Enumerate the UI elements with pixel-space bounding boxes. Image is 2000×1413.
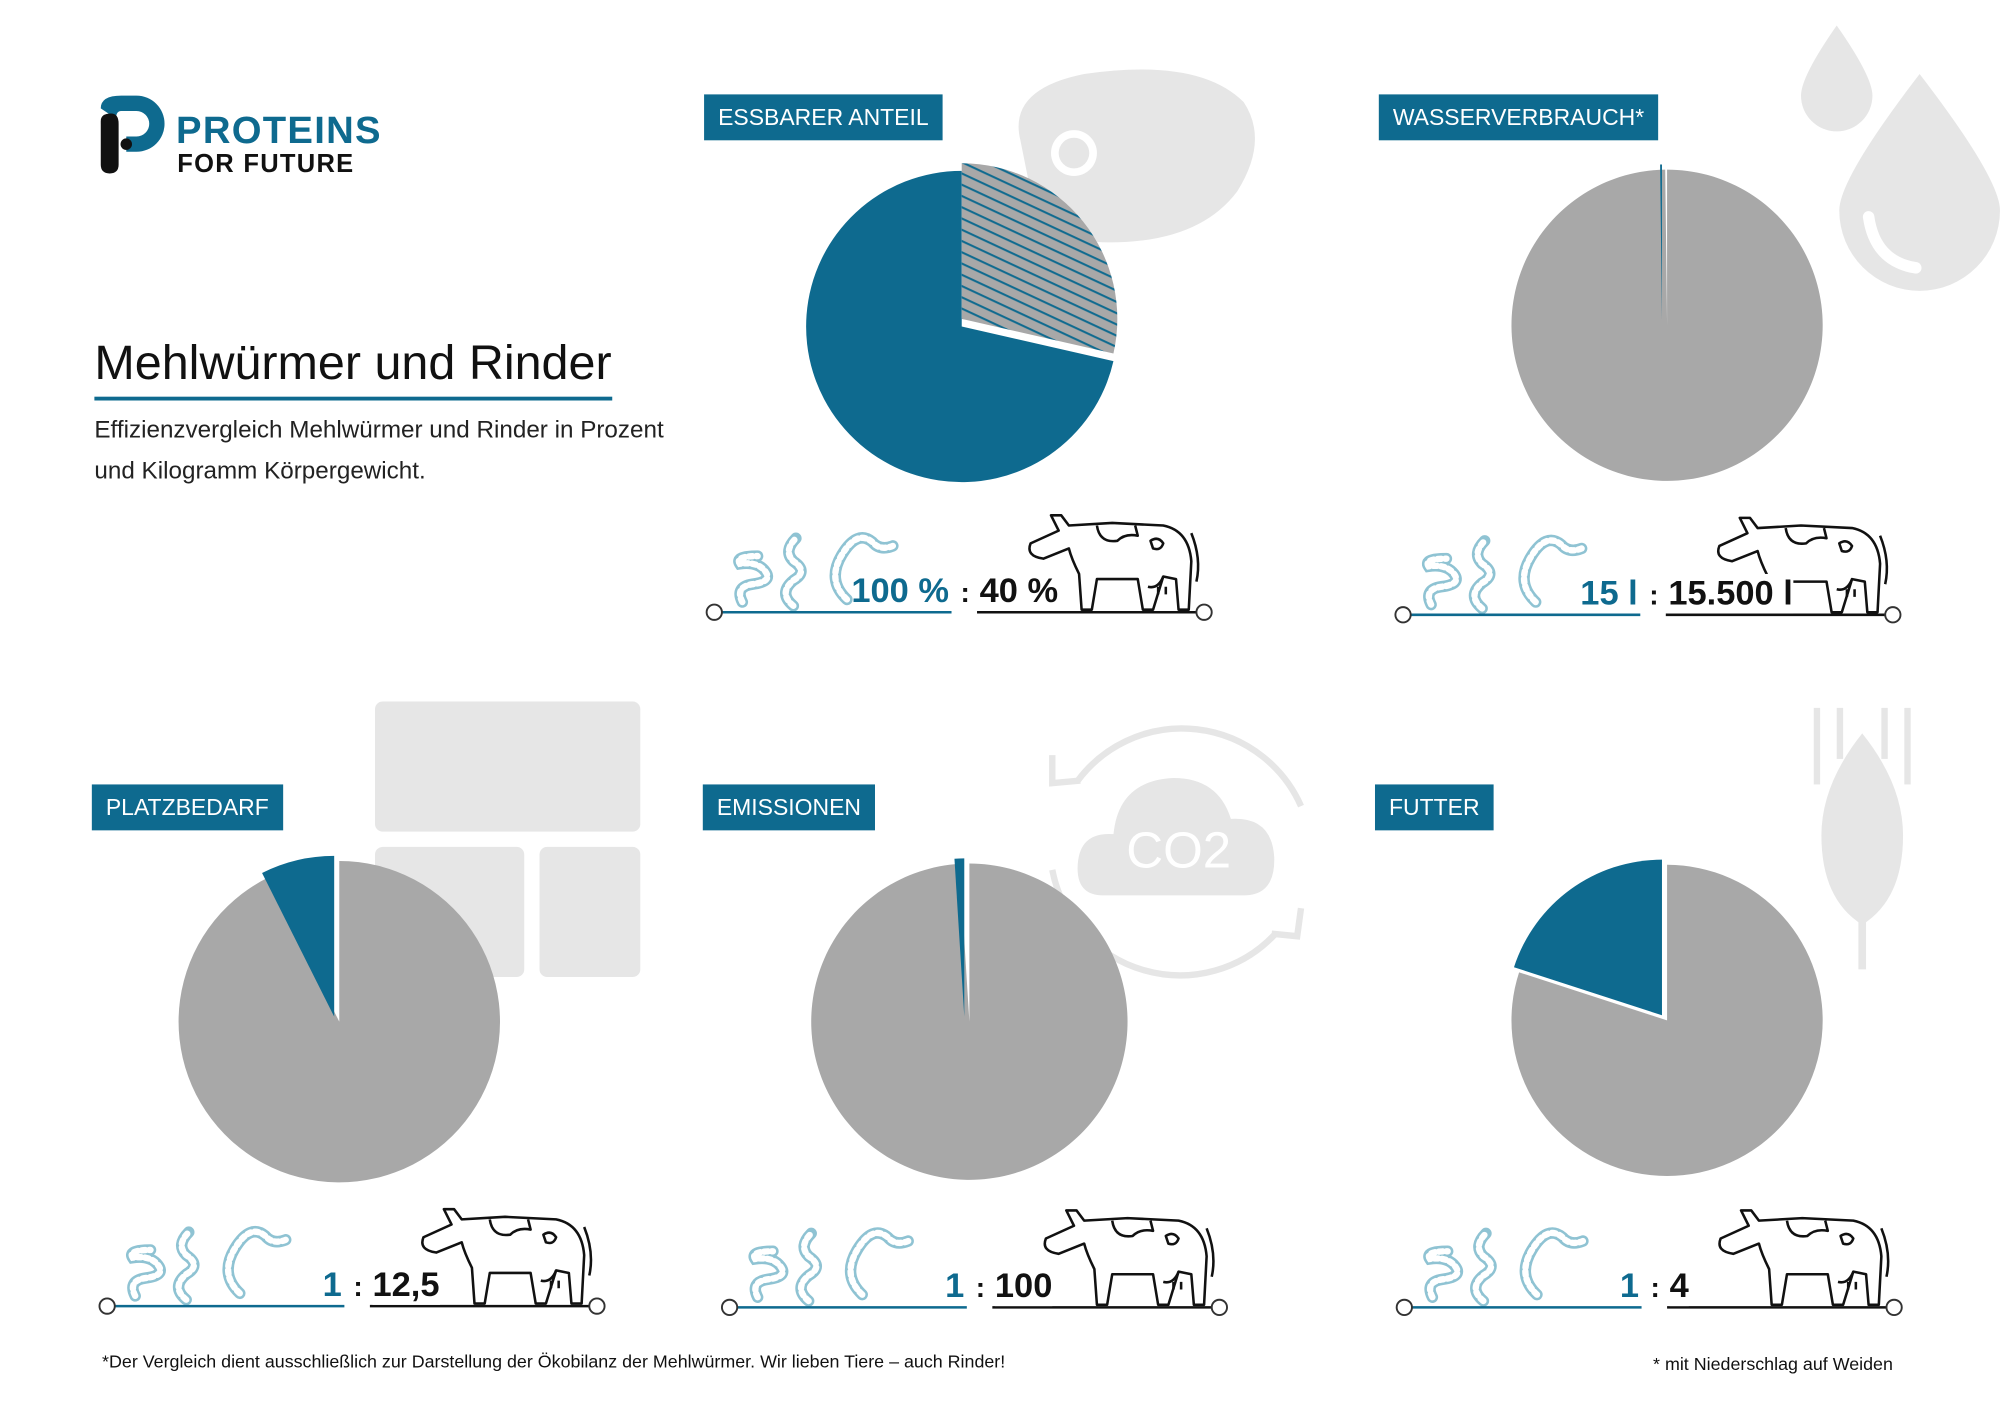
mealworm-value: 100 % bbox=[851, 571, 949, 610]
cow-icon bbox=[1028, 514, 1200, 611]
label-futter: FUTTER bbox=[1374, 784, 1494, 831]
label-essbarer-anteil: ESSBARER ANTEIL bbox=[704, 94, 943, 141]
ratio-separator: : bbox=[960, 576, 970, 609]
wheat-icon bbox=[1813, 707, 1911, 970]
mealworm-value: 15 l bbox=[1580, 573, 1638, 613]
cow-value: 100 bbox=[994, 1266, 1053, 1307]
mealworms-icon bbox=[1423, 1227, 1589, 1307]
cow-value: 4 bbox=[1669, 1266, 1689, 1307]
mealworms-icon bbox=[733, 532, 899, 612]
ratio-line bbox=[1394, 606, 1902, 624]
pie-slice-rinder bbox=[1511, 169, 1823, 481]
steak-icon bbox=[1018, 69, 1255, 243]
ratio-row: 1 : 4 bbox=[1394, 1205, 1904, 1320]
mealworm-value: 1 bbox=[1619, 1266, 1640, 1305]
ratio-separator: : bbox=[975, 1271, 986, 1304]
pie-slice-mehlwuermer bbox=[806, 170, 1114, 483]
ratio-row: 1 : 100 bbox=[719, 1205, 1229, 1320]
co2-text: CO2 bbox=[1126, 821, 1231, 878]
ratio-line bbox=[720, 1298, 1228, 1316]
ratio-separator: : bbox=[353, 1270, 363, 1303]
pie-slice-mehlwuermer bbox=[262, 855, 335, 1017]
mealworms-icon bbox=[748, 1227, 914, 1307]
pie-slice-rinder bbox=[961, 163, 1118, 354]
cow-value: 12,5 bbox=[372, 1265, 440, 1305]
pie-slice-mehlwuermer bbox=[954, 858, 965, 1017]
pie-slice-rinder bbox=[178, 860, 500, 1183]
mealworms-icon bbox=[126, 1226, 292, 1306]
cow-icon bbox=[1043, 1209, 1215, 1307]
mealworm-value: 1 bbox=[322, 1265, 342, 1304]
pie-slice-mehlwuermer bbox=[1660, 164, 1662, 321]
cow-value: 15.500 l bbox=[1668, 573, 1793, 614]
ratio-line bbox=[98, 1297, 606, 1315]
mealworm-value: 1 bbox=[945, 1266, 965, 1305]
logo-text-proteins: PROTEINS bbox=[176, 109, 382, 152]
label-platzbedarf: PLATZBEDARF bbox=[91, 784, 283, 831]
pie-slice-rinder bbox=[811, 863, 1128, 1180]
label-wasserverbrauch: WASSERVERBRAUCH* bbox=[1378, 94, 1659, 141]
ratio-row: 100 % : 40 % bbox=[704, 510, 1214, 625]
footnote-left: *Der Vergleich dient ausschließlich zur … bbox=[102, 1350, 1006, 1372]
water-drops-icon bbox=[1801, 25, 2000, 291]
footnote-right: * mit Niederschlag auf Weiden bbox=[1653, 1353, 1893, 1374]
pie-slice-mehlwuermer bbox=[1513, 859, 1662, 1016]
ratio-line bbox=[705, 603, 1213, 621]
mealworms-icon bbox=[1421, 534, 1588, 615]
cow-icon bbox=[421, 1207, 593, 1305]
logo-mark bbox=[100, 95, 165, 174]
ratio-separator: : bbox=[1649, 579, 1659, 611]
label-emissionen: EMISSIONEN bbox=[702, 784, 876, 831]
ratio-row: 1 : 12,5 bbox=[97, 1204, 607, 1319]
cow-value: 40 % bbox=[979, 571, 1059, 611]
ratio-row: 15 l : 15.500 l bbox=[1393, 513, 1903, 628]
ratio-line bbox=[1395, 1298, 1903, 1316]
page-subtitle: Effizienzvergleich Mehlwürmer und Rinder… bbox=[94, 417, 664, 485]
pie-slice-rinder bbox=[1511, 864, 1823, 1177]
page-title: Mehlwürmer und Rinder bbox=[94, 337, 612, 401]
ratio-separator: : bbox=[1650, 1271, 1660, 1304]
cow-icon bbox=[1718, 1209, 1890, 1307]
logo-text-for-future: FOR FUTURE bbox=[177, 150, 355, 179]
